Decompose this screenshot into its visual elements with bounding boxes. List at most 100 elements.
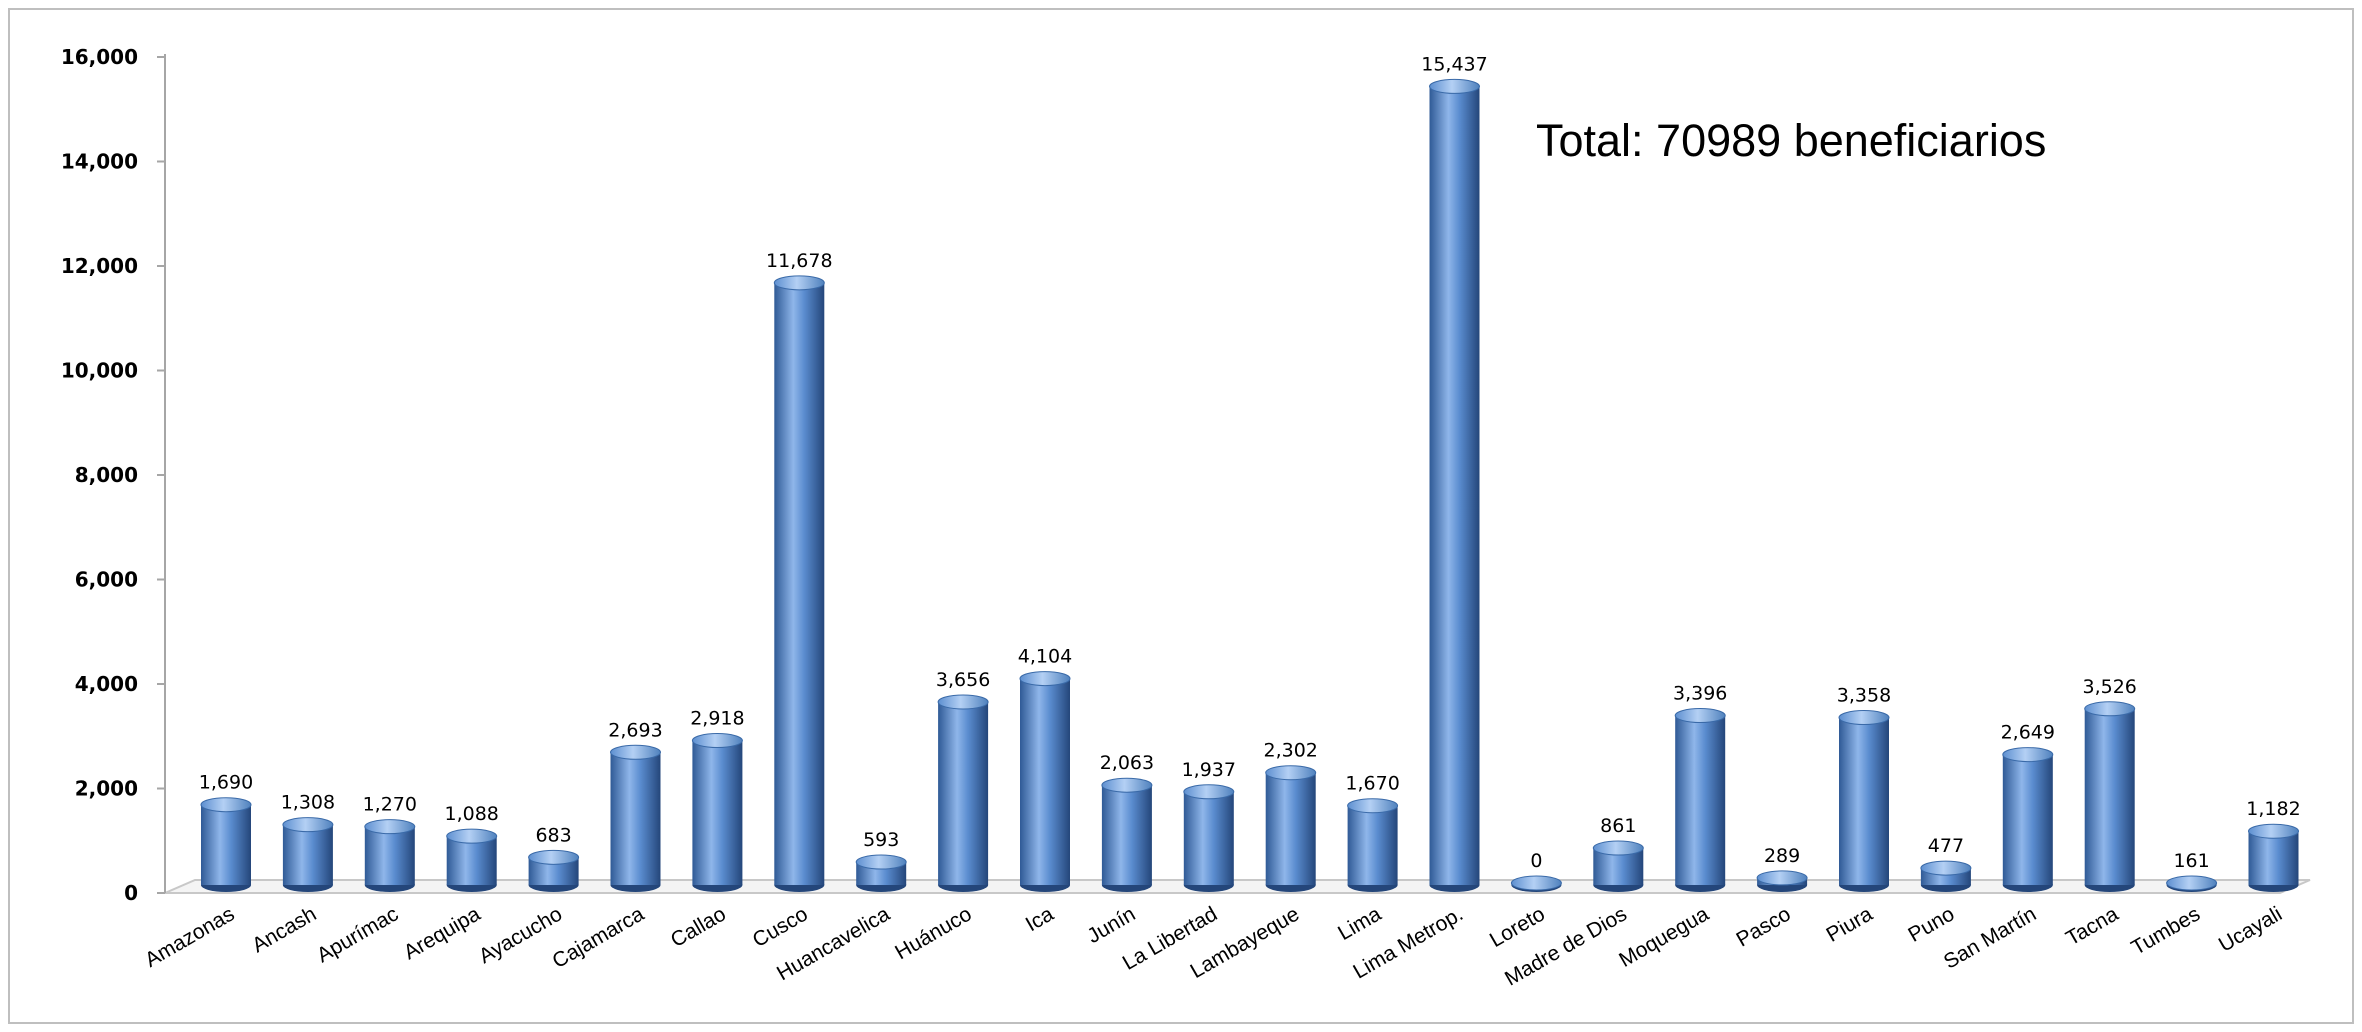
x-tick-label: San Martín [1940,902,2040,973]
bar-body [1429,86,1480,885]
data-label: 11,678 [766,250,832,272]
data-label: 1,308 [281,792,335,814]
bar-cap [1265,765,1317,781]
bar [2002,747,2054,892]
x-tick-label: Loreto [1486,902,1549,952]
bar-cap [937,694,989,710]
bar [2084,701,2136,892]
x-tick-label: Ica [1022,902,1058,936]
x-tick-label: Ancash [248,902,320,957]
bar-body [1101,785,1152,885]
bar-body [1347,805,1398,885]
bar [1265,765,1317,892]
data-label: 1,690 [199,772,253,794]
bar [610,744,661,892]
bar-cap [1019,671,1071,687]
data-label: 4,104 [1018,646,1072,668]
bar-cap [1592,840,1644,856]
bar [855,854,907,892]
data-label: 15,437 [1421,53,1487,75]
bar [200,797,252,892]
bar-cap [773,275,825,291]
bar-cap [1838,710,1890,726]
bars [200,78,2299,892]
bar-body [1020,678,1070,885]
data-label: 1,270 [363,794,417,816]
data-label: 161 [2173,850,2209,872]
y-tick-label: 8,000 [75,463,138,487]
y-tick-label: 4,000 [75,672,138,696]
data-label: 2,693 [608,719,662,741]
bar [1674,708,1726,892]
x-tick-label: Callao [667,902,730,952]
x-tick-label: Amazonas [141,902,238,972]
data-label: 1,937 [1182,759,1236,781]
data-label: 2,302 [1263,740,1317,762]
y-tick-label: 16,000 [61,45,138,69]
bar [528,849,580,892]
bar-body [2002,754,2053,885]
data-label: 2,649 [2001,722,2055,744]
bar-body [938,701,989,885]
bar-body [1839,717,1889,885]
x-tick-label: Piura [1823,902,1877,947]
x-tick-label: Apurímac [313,902,402,967]
bar-cap [200,797,252,813]
bar-cap [1429,78,1480,94]
bar-cap [282,817,334,833]
bar-cap [2002,747,2054,763]
y-tick-label: 6,000 [75,568,138,592]
data-label: 289 [1764,845,1800,867]
data-label: 2,918 [690,708,744,730]
bar-body [774,282,825,886]
y-tick-label: 0 [124,881,138,905]
bar [364,819,416,892]
x-tick-label: Cusco [749,902,812,952]
y-tick-label: 12,000 [61,254,138,278]
x-tick-label: Junín [1083,902,1139,948]
data-label: 2,063 [1100,752,1154,774]
bar [2248,823,2299,892]
bar-cap [2084,701,2136,717]
x-tick-label: Ucayali [2215,902,2286,956]
x-tick-label: Huánuco [891,902,975,964]
x-tick-label: Moquegua [1615,902,1713,972]
data-label: 3,396 [1673,683,1727,705]
bar-cap [855,854,907,870]
bar-cap [1183,784,1235,800]
bar-cap [364,819,416,835]
bar [1592,840,1644,892]
data-label: 593 [863,829,899,851]
bar [2166,875,2218,892]
bar-cap [1920,860,1972,876]
bar-cap [1510,875,1562,891]
bar-body [610,752,661,885]
bar [1183,784,1235,892]
bar-cap [691,733,743,749]
x-tick-label: Arequipa [400,902,485,964]
x-tick-label: Puno [1904,902,1958,946]
bar [446,828,498,892]
data-label: 3,358 [1837,685,1891,707]
bar [937,694,989,892]
bar [1756,870,1808,892]
bar-body [2084,708,2135,885]
bar-cap [2166,875,2218,891]
bar-body [282,824,333,885]
data-label: 683 [535,824,571,846]
data-label: 1,670 [1345,773,1399,795]
bar [282,817,334,892]
bar-cap [2248,823,2299,839]
bar [1019,671,1071,892]
bar-body [1675,715,1726,885]
data-label: 3,526 [2082,676,2136,698]
bar [1347,798,1399,892]
bar [1920,860,1972,892]
x-tick-label: Tumbes [2128,902,2205,959]
x-tick-label: Pasco [1733,902,1795,951]
y-tick-label: 10,000 [61,359,138,383]
data-labels: 1,690 1,308 1,270 1,088 683 2,693 2,918 11,678 5… [199,53,2301,872]
bar-cap [528,849,580,865]
bar [773,275,825,892]
